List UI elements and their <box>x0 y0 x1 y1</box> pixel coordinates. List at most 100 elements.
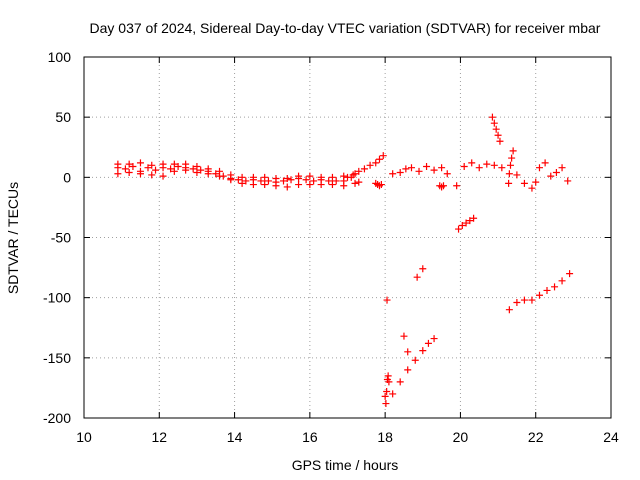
series-lower-branch-18-19-3h <box>381 335 438 400</box>
data-point <box>404 366 412 374</box>
data-point <box>193 163 201 171</box>
data-point <box>264 177 272 185</box>
y-tick-label: -100 <box>43 290 71 306</box>
series-rise-17-18h <box>344 152 387 181</box>
data-point <box>261 181 269 189</box>
data-point <box>411 356 419 364</box>
data-point <box>381 392 389 400</box>
data-point <box>340 172 348 180</box>
data-point <box>295 172 303 180</box>
data-point <box>389 390 397 398</box>
data-point <box>272 182 280 190</box>
data-point <box>372 159 380 167</box>
data-point <box>385 378 393 386</box>
series-short-17-8h <box>372 179 385 190</box>
data-point <box>249 181 257 189</box>
y-tick-label: 100 <box>48 49 72 65</box>
data-point <box>197 166 205 174</box>
data-point <box>400 332 408 340</box>
y-axis-label: SDTVAR / TECUs <box>5 182 21 294</box>
data-point <box>317 181 325 189</box>
data-point <box>513 171 521 179</box>
data-point <box>455 225 463 233</box>
data-point <box>340 182 348 190</box>
data-point <box>543 286 551 294</box>
series-segment-21-3-22-9h <box>505 270 574 314</box>
data-point <box>121 165 129 173</box>
chart-title: Day 037 of 2024, Sidereal Day-to-day VTE… <box>90 20 601 36</box>
y-tick-label: 50 <box>55 109 71 125</box>
x-tick-label: 20 <box>453 429 469 445</box>
data-point <box>413 273 421 281</box>
data-point <box>310 177 318 185</box>
data-point <box>439 182 447 190</box>
grid <box>84 57 611 418</box>
series-vertical-near-18h <box>382 372 393 408</box>
data-point <box>125 169 133 177</box>
data-point <box>148 171 156 179</box>
data-point <box>453 182 461 190</box>
data-point <box>430 335 438 343</box>
data-point <box>505 179 513 187</box>
plot-border <box>83 56 612 419</box>
series-band-upper-edge <box>114 159 359 183</box>
data-point <box>468 159 476 167</box>
data-point <box>144 164 152 172</box>
data-point <box>249 173 257 181</box>
data-point <box>136 170 144 178</box>
x-tick-label: 10 <box>76 429 92 445</box>
data-point <box>216 172 224 180</box>
data-point <box>488 113 496 121</box>
data-point <box>520 296 528 304</box>
data-point <box>496 137 504 145</box>
data-point <box>377 181 385 189</box>
data-point <box>513 298 521 306</box>
data-point <box>287 176 295 184</box>
data-point <box>490 119 498 127</box>
data-point <box>242 177 250 185</box>
data-point <box>272 175 280 183</box>
data-point <box>193 169 201 177</box>
data-point <box>136 159 144 167</box>
data-point <box>443 170 451 178</box>
data-point <box>148 161 156 169</box>
data-point <box>306 172 314 180</box>
data-point <box>535 291 543 299</box>
data-point <box>325 177 333 185</box>
data-point <box>564 177 572 185</box>
data-point <box>404 348 412 356</box>
x-tick-label: 24 <box>603 429 619 445</box>
axis-ticks: 10 12 14 16 18 20 22 24 100 50 0 -50 -100 -150 -200 <box>43 49 619 445</box>
data-point <box>328 181 336 189</box>
x-tick-label: 12 <box>151 429 167 445</box>
data-point <box>566 270 574 278</box>
data-point <box>170 167 178 175</box>
series-short-19-5h <box>436 182 447 191</box>
data-point <box>204 170 212 178</box>
series-segment-20-20-4h <box>455 214 478 233</box>
data-point <box>419 347 427 355</box>
data-point <box>238 179 246 187</box>
data-point <box>174 163 182 171</box>
data-point <box>351 179 359 187</box>
data-point <box>423 163 431 171</box>
data-point <box>257 177 265 185</box>
series-cluster-21-5-23h <box>513 159 572 192</box>
data-point <box>466 217 474 225</box>
data-point <box>494 131 502 139</box>
data-point <box>483 160 491 168</box>
data-point <box>280 177 288 185</box>
data-point <box>407 164 415 172</box>
data-point <box>528 184 536 192</box>
data-point <box>528 296 536 304</box>
data-point <box>551 283 559 291</box>
data-point <box>462 219 470 227</box>
x-axis-label: GPS time / hours <box>292 457 399 473</box>
data-point <box>283 175 291 183</box>
data-point <box>295 181 303 189</box>
data-point <box>535 164 543 172</box>
data-point <box>509 147 517 155</box>
data-point <box>114 170 122 178</box>
data-point <box>234 176 242 184</box>
y-tick-label: -50 <box>51 230 71 246</box>
